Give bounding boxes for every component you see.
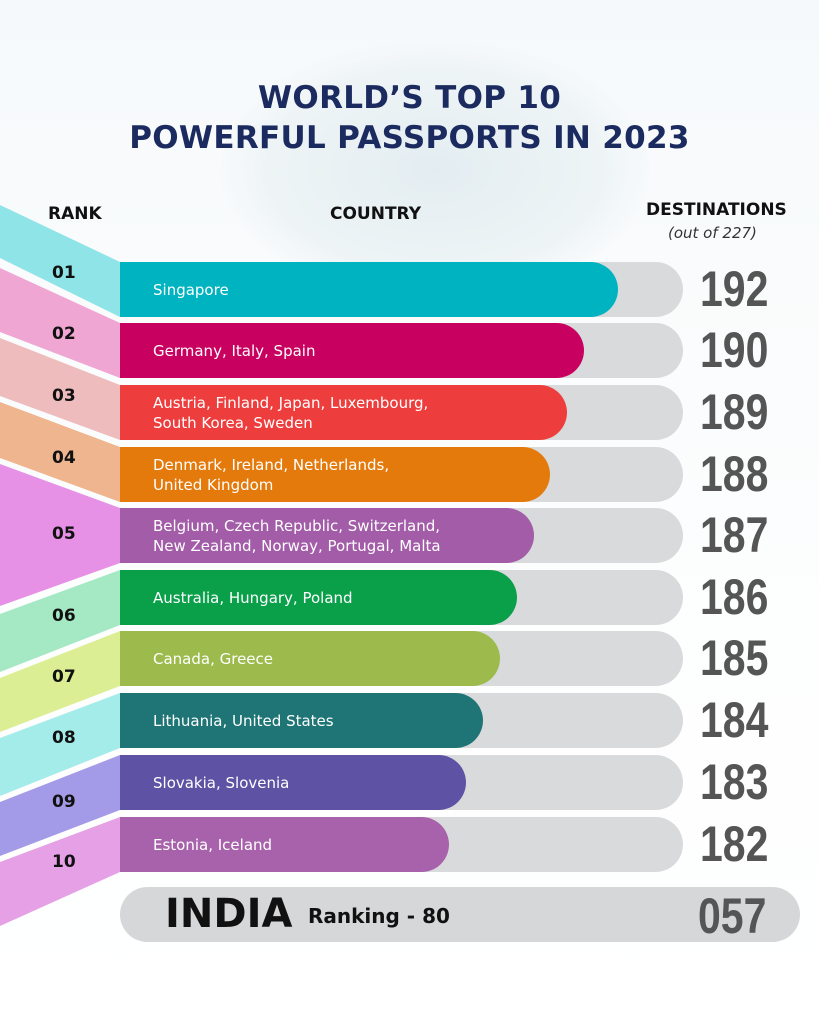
country-header: COUNTRY — [330, 204, 422, 224]
bar: Germany, Italy, Spain — [120, 323, 585, 378]
destinations-value: 192 — [700, 261, 769, 317]
bar: Canada, Greece — [120, 631, 500, 686]
country-label: Austria, Finland, Japan, Luxembourg, Sou… — [153, 393, 429, 432]
rank-label: 02 — [52, 324, 76, 344]
destinations-value: 185 — [700, 630, 769, 686]
destinations-subheader: (out of 227) — [668, 224, 757, 242]
destinations-value: 187 — [700, 507, 769, 563]
bar-track: Austria, Finland, Japan, Luxembourg, Sou… — [120, 385, 683, 440]
bar: Denmark, Ireland, Netherlands, United Ki… — [120, 447, 551, 502]
bar-track: Australia, Hungary, Poland — [120, 570, 683, 625]
bar-track: Denmark, Ireland, Netherlands, United Ki… — [120, 447, 683, 502]
rank-header: RANK — [48, 204, 102, 224]
country-label: Lithuania, United States — [153, 711, 334, 730]
destinations-value: 184 — [700, 692, 769, 748]
title-line-1: WORLD’S TOP 10 — [257, 80, 562, 116]
rank-ribbon — [0, 268, 120, 378]
rank-label: 01 — [52, 263, 76, 283]
india-destinations: 057 — [698, 888, 767, 944]
rank-ribbon — [0, 338, 120, 440]
country-label: Germany, Italy, Spain — [153, 341, 316, 360]
bar-track: Germany, Italy, Spain — [120, 323, 683, 378]
country-label: Slovakia, Slovenia — [153, 773, 290, 792]
country-label: Belgium, Czech Republic, Switzerland, Ne… — [153, 516, 441, 555]
country-label: Denmark, Ireland, Netherlands, United Ki… — [153, 455, 390, 494]
title-line-2: POWERFUL PASSPORTS IN 2023 — [129, 120, 690, 156]
rank-ribbon — [0, 755, 120, 856]
bar: Estonia, Iceland — [120, 817, 449, 872]
bar: Austria, Finland, Japan, Luxembourg, Sou… — [120, 385, 568, 440]
rank-ribbon — [0, 817, 120, 926]
bar-track: Lithuania, United States — [120, 693, 683, 748]
globe-background — [220, 40, 650, 300]
bar-track: Estonia, Iceland — [120, 817, 683, 872]
bar: Slovakia, Slovenia — [120, 755, 466, 810]
rank-ribbon — [0, 402, 120, 502]
destinations-value: 186 — [700, 569, 769, 625]
rank-ribbon — [0, 205, 120, 317]
india-name: INDIA — [165, 891, 293, 937]
rank-label: 04 — [52, 448, 76, 468]
rank-label: 03 — [52, 386, 76, 406]
india-bar: INDIA Ranking - 80 057 — [120, 887, 800, 944]
country-label: Australia, Hungary, Poland — [153, 588, 353, 607]
rank-ribbons — [0, 205, 120, 926]
bar-track: Canada, Greece — [120, 631, 683, 686]
country-label: Canada, Greece — [153, 649, 274, 668]
rank-ribbon — [0, 464, 120, 606]
country-label: Singapore — [153, 280, 229, 299]
bar: Lithuania, United States — [120, 693, 483, 748]
rank-ribbon — [0, 570, 120, 672]
bar: Belgium, Czech Republic, Switzerland, Ne… — [120, 508, 534, 563]
destinations-value: 188 — [700, 446, 769, 502]
rank-ribbon — [0, 631, 120, 732]
country-label: Estonia, Iceland — [153, 835, 273, 854]
bar-track: Slovakia, Slovenia — [120, 755, 683, 810]
rank-label: 07 — [52, 667, 76, 687]
destinations-value: 182 — [700, 816, 769, 872]
destinations-value: 190 — [700, 322, 769, 378]
destinations-header: DESTINATIONS — [646, 200, 787, 220]
bar: Singapore — [120, 262, 618, 317]
rank-label: 08 — [52, 728, 76, 748]
rank-ribbon — [0, 693, 120, 796]
bar: Australia, Hungary, Poland — [120, 570, 517, 625]
bar-track: Belgium, Czech Republic, Switzerland, Ne… — [120, 508, 683, 563]
india-ranking: Ranking - 80 — [308, 904, 450, 928]
destinations-value: 183 — [700, 754, 769, 810]
destinations-value: 189 — [700, 384, 769, 440]
rank-label: 05 — [52, 524, 76, 544]
rank-label: 10 — [52, 852, 76, 872]
rank-label: 06 — [52, 606, 76, 626]
rank-label: 09 — [52, 792, 76, 812]
bar-track: Singapore — [120, 262, 683, 317]
